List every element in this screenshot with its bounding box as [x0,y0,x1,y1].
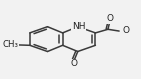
Text: O: O [71,59,78,68]
Text: O: O [123,26,129,35]
Text: CH₃: CH₃ [2,40,18,49]
Text: NH: NH [72,22,85,31]
Text: O: O [107,14,114,23]
